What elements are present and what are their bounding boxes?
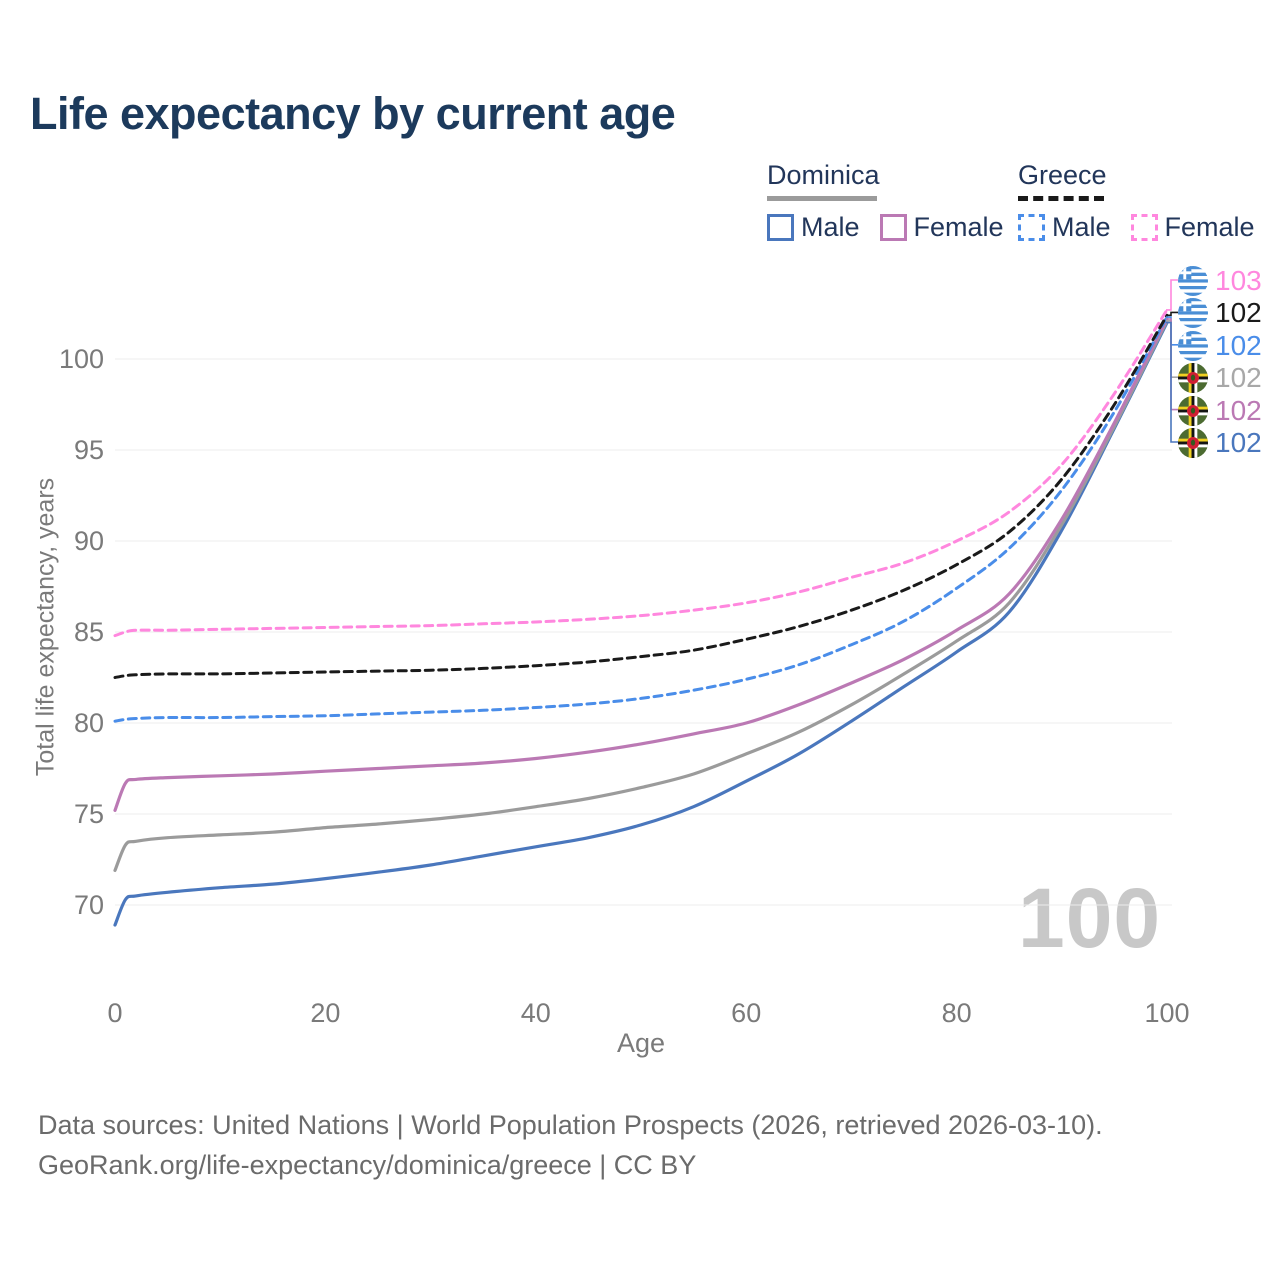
legend-swatch-dominica-female[interactable]: [879, 214, 907, 241]
footer-attribution: GeoRank.org/life-expectancy/dominica/gre…: [38, 1149, 697, 1180]
y-tick-70: 70: [74, 890, 104, 920]
dominica-flag-icon: [1178, 428, 1208, 458]
end-connector-dominica_female: [1166, 318, 1178, 411]
legend-linestyle-dominica: [767, 196, 877, 201]
y-tick-100: 100: [59, 344, 104, 374]
x-tick-60: 60: [731, 998, 761, 1028]
series-greece_male[interactable]: [113, 315, 1169, 723]
legend-label-dominica-female[interactable]: Female: [913, 212, 1004, 242]
y-tick-90: 90: [74, 526, 104, 556]
series-dominica_total[interactable]: [113, 319, 1169, 873]
x-tick-20: 20: [310, 998, 340, 1028]
x-tick-80: 80: [942, 998, 972, 1028]
legend-swatch-dominica-male[interactable]: [767, 214, 794, 241]
legend-label-greece-male[interactable]: Male: [1052, 212, 1111, 242]
end-value: 102: [1215, 394, 1262, 426]
legend-group-greece: Greece Male Female: [1018, 160, 1275, 243]
x-axis-title: Age: [616, 1028, 666, 1058]
y-axis-title: Total life expectancy, years: [31, 477, 60, 777]
series-greece_total[interactable]: [113, 313, 1169, 679]
end-connector-dominica_total: [1166, 320, 1178, 378]
legend-country-dominica[interactable]: Dominica: [767, 160, 880, 190]
legend-group-dominica: Dominica Male Female: [767, 160, 1024, 243]
x-tick-40: 40: [521, 998, 551, 1028]
end-connector-dominica_male: [1166, 321, 1178, 443]
greece-flag-icon: [1178, 298, 1208, 329]
series-greece_female[interactable]: [113, 308, 1169, 638]
legend-label-dominica-male[interactable]: Male: [801, 212, 860, 242]
end-value: 102: [1215, 329, 1262, 361]
y-tick-80: 80: [74, 708, 104, 738]
end-label-dominica_total: 102: [1178, 362, 1262, 394]
legend-swatch-greece-male[interactable]: [1018, 214, 1045, 241]
legend-label-greece-female[interactable]: Female: [1164, 212, 1255, 242]
end-value: 102: [1215, 362, 1262, 394]
footer: Data sources: United Nations | World Pop…: [38, 1106, 1103, 1186]
end-label-dominica_male: 102: [1178, 427, 1262, 459]
greece-flag-icon: [1178, 330, 1208, 361]
end-value: 102: [1215, 427, 1262, 458]
greece-flag-icon: [1178, 266, 1208, 296]
legend-linestyle-greece: [1018, 196, 1104, 201]
x-tick-100: 100: [1144, 998, 1189, 1028]
footer-sources: Data sources: United Nations | World Pop…: [38, 1110, 1103, 1140]
end-label-dominica_female: 102: [1178, 395, 1262, 427]
series-dominica_male[interactable]: [113, 321, 1169, 927]
legend-swatch-greece-female[interactable]: [1130, 214, 1158, 241]
series-dominica_female[interactable]: [113, 317, 1169, 812]
end-connector-greece_total: [1166, 311, 1178, 317]
end-value: 102: [1215, 297, 1262, 329]
page-title: Life expectancy by current age: [30, 88, 676, 139]
legend-country-greece[interactable]: Greece: [1018, 160, 1107, 190]
age-cursor-watermark: 100: [1018, 871, 1162, 965]
x-tick-0: 0: [107, 998, 122, 1028]
end-label-greece_female: 103: [1178, 265, 1262, 297]
end-label-greece_total: 102: [1178, 297, 1262, 329]
end-value: 103: [1215, 265, 1262, 296]
y-tick-75: 75: [74, 799, 104, 829]
end-label-greece_male: 102: [1178, 330, 1262, 362]
y-tick-85: 85: [74, 617, 104, 647]
y-tick-95: 95: [74, 435, 104, 465]
end-connector-greece_female: [1166, 279, 1178, 311]
dominica-flag-icon: [1178, 363, 1208, 394]
dominica-flag-icon: [1178, 395, 1208, 426]
